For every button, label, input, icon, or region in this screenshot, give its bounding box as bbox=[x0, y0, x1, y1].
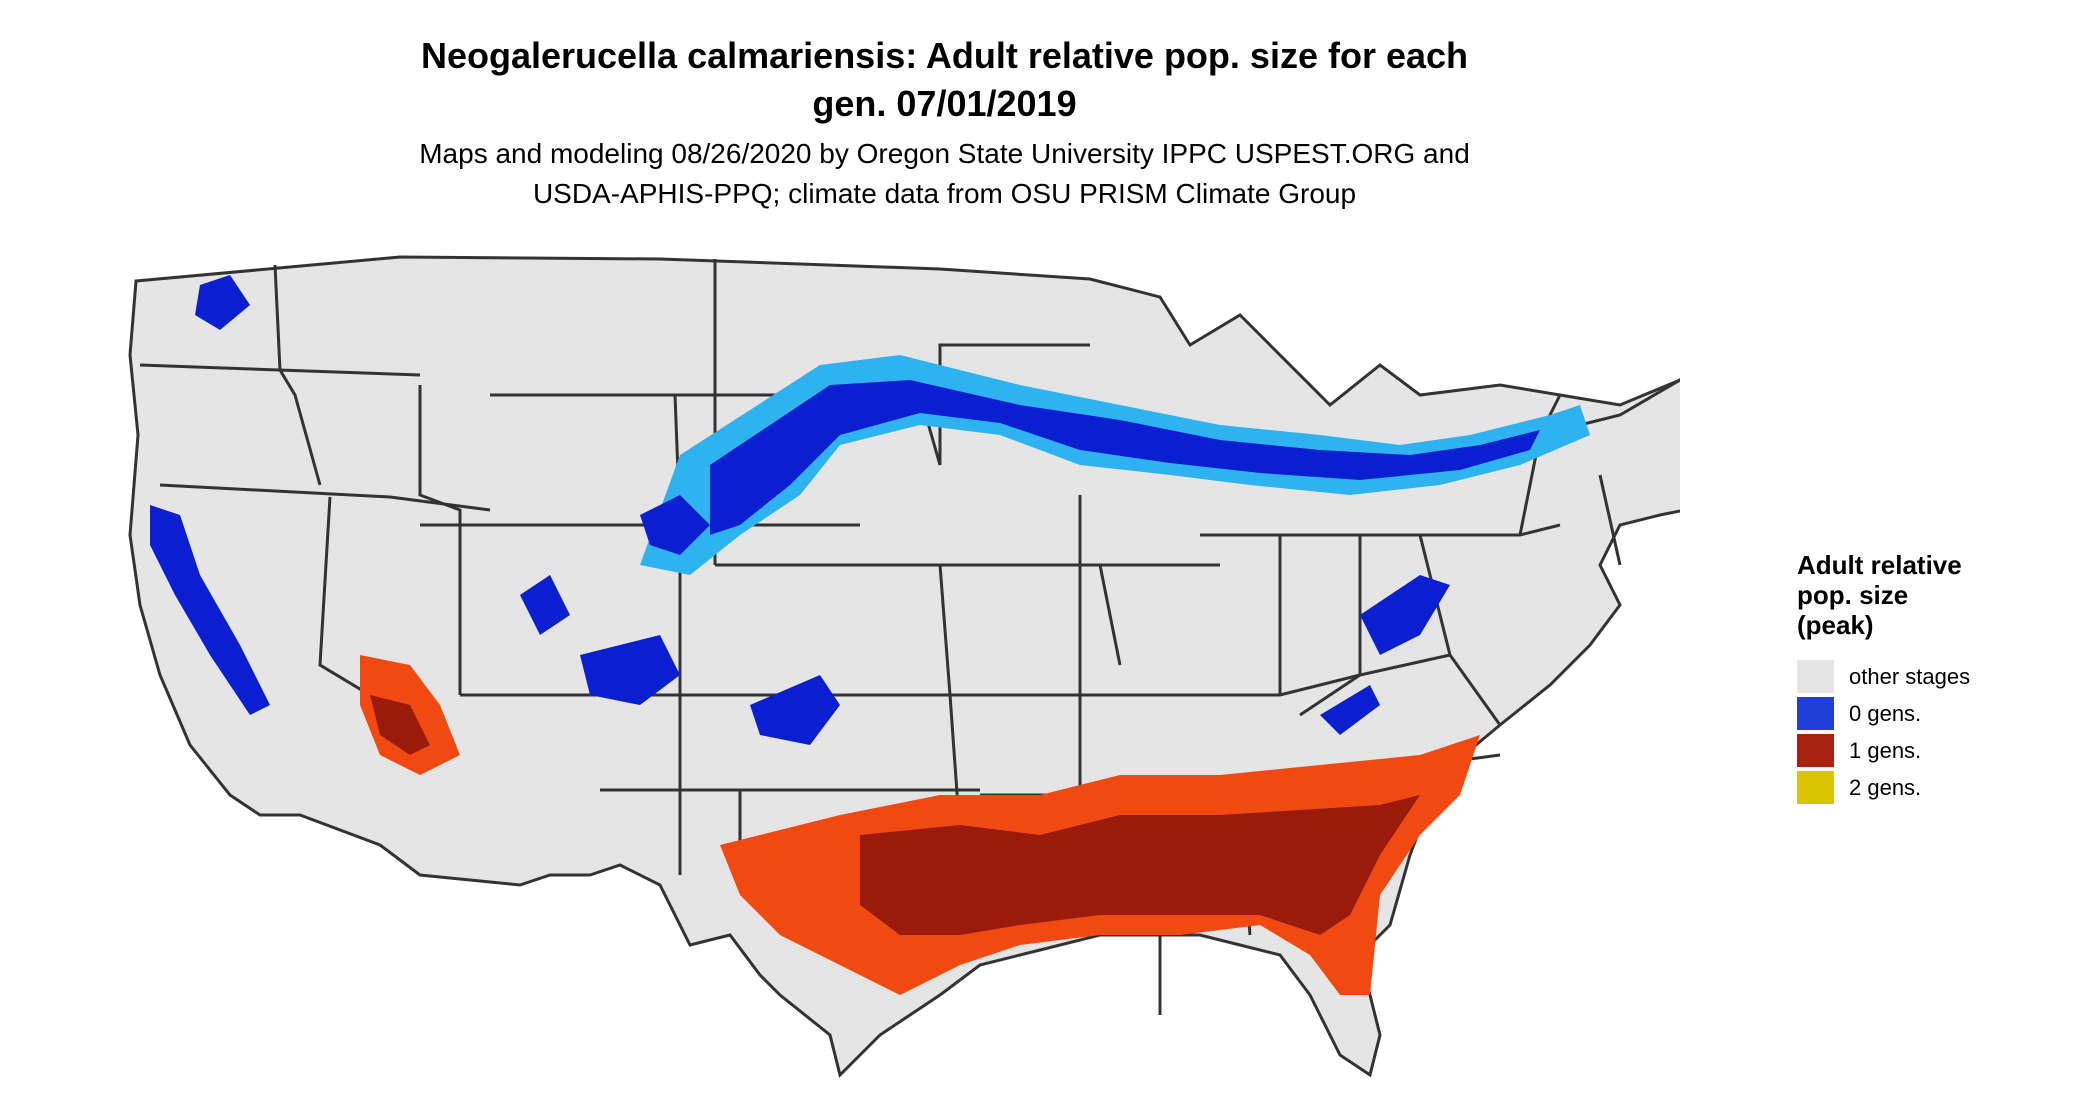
legend-swatch bbox=[1797, 771, 1834, 804]
legend-swatch bbox=[1797, 660, 1834, 693]
one-gen-zones bbox=[360, 655, 1480, 995]
legend-label: other stages bbox=[1849, 663, 1971, 689]
legend: Adult relative pop. size (peak) other st… bbox=[1797, 550, 2087, 806]
legend-label: 1 gens. bbox=[1849, 737, 1922, 763]
legend-swatch bbox=[1797, 734, 1834, 767]
title-line-1: Neogalerucella calmariensis: Adult relat… bbox=[420, 35, 1469, 76]
subtitle-line-1: Maps and modeling 08/26/2020 by Oregon S… bbox=[419, 138, 1470, 169]
legend-swatch bbox=[1797, 697, 1834, 730]
subtitle-line-2: USDA-APHIS-PPQ; climate data from OSU PR… bbox=[532, 178, 1357, 209]
us-map bbox=[128, 255, 1680, 1078]
map-title: Neogalerucella calmariensis: Adult relat… bbox=[0, 32, 1889, 128]
zero-gen-zones bbox=[150, 275, 1590, 745]
legend-item: 1 gens. bbox=[1797, 732, 2087, 769]
legend-title-line: pop. size bbox=[1797, 580, 1909, 610]
legend-title-line: (peak) bbox=[1797, 610, 1874, 640]
legend-label: 2 gens. bbox=[1849, 774, 1922, 800]
legend-title-line: Adult relative bbox=[1797, 550, 1962, 580]
legend-item: 0 gens. bbox=[1797, 695, 2087, 732]
legend-item: other stages bbox=[1797, 658, 2087, 695]
legend-title: Adult relative pop. size (peak) bbox=[1797, 550, 2087, 640]
legend-label: 0 gens. bbox=[1849, 700, 1922, 726]
title-line-2: gen. 07/01/2019 bbox=[812, 83, 1077, 124]
map-subtitle: Maps and modeling 08/26/2020 by Oregon S… bbox=[0, 134, 1889, 214]
legend-item: 2 gens. bbox=[1797, 769, 2087, 806]
